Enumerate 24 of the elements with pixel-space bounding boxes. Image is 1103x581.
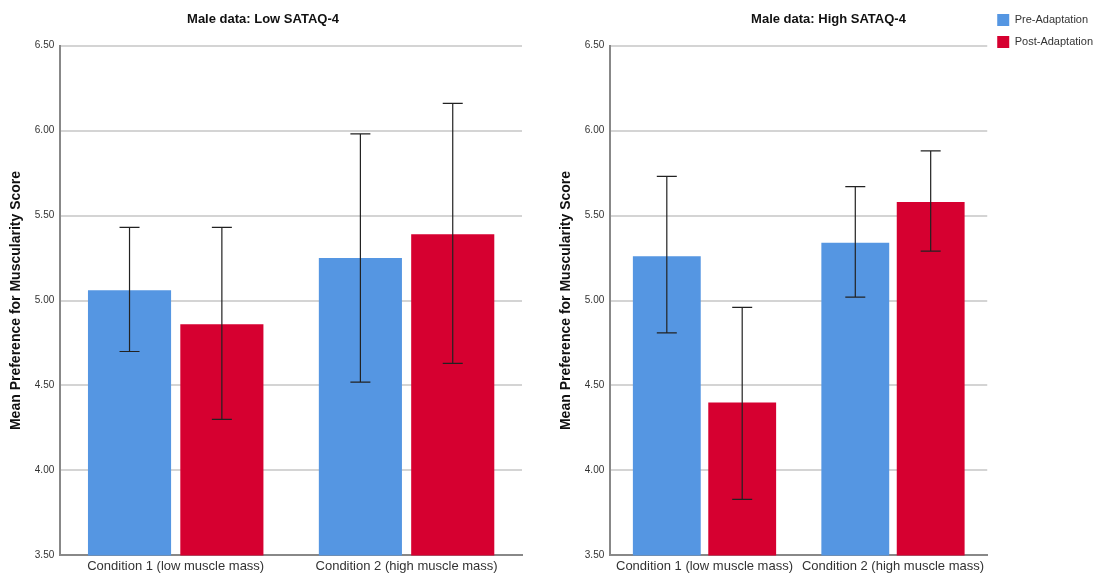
chart-title: Male data: High SATAQ-4	[751, 11, 907, 27]
y-tick-label: 4.50	[34, 379, 55, 391]
y-axis-title: Mean Preference for Muscularity Score	[557, 170, 574, 431]
y-tick-label: 5.50	[584, 209, 605, 221]
y-tick-label: 4.00	[584, 464, 605, 476]
y-tick-label: 5.00	[584, 294, 605, 306]
chart-title: Male data: Low SATAQ-4	[187, 11, 340, 27]
y-tick-label: 4.00	[34, 464, 55, 476]
y-tick-label: 6.50	[584, 39, 605, 51]
x-tick-label: Condition 1 (low muscle mass)	[87, 557, 265, 573]
y-axis-title: Mean Preference for Muscularity Score	[7, 170, 24, 431]
y-tick-label: 6.00	[584, 124, 605, 136]
y-tick-label: 5.00	[34, 294, 55, 306]
y-tick-label: 5.50	[34, 209, 55, 221]
y-tick-label: 4.50	[584, 379, 605, 391]
legend-label: Post-Adaptation	[1014, 35, 1094, 48]
legend-label: Pre-Adaptation	[1014, 13, 1089, 26]
y-tick-label: 6.50	[34, 39, 55, 51]
x-tick-label: Condition 2 (high muscle mass)	[315, 557, 498, 573]
y-tick-label: 6.00	[34, 124, 55, 136]
x-tick-label: Condition 1 (low muscle mass)	[616, 557, 794, 573]
x-tick-label: Condition 2 (high muscle mass)	[801, 557, 985, 573]
y-tick-label: 3.50	[584, 549, 605, 561]
y-tick-label: 3.50	[34, 549, 55, 561]
